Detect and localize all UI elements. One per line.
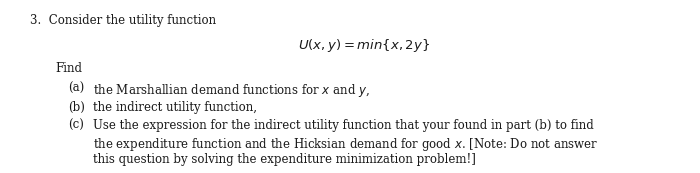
Text: the expenditure function and the Hicksian demand for good $x$. [Note: Do not ans: the expenditure function and the Hicksia… xyxy=(93,136,598,153)
Text: (c): (c) xyxy=(68,119,84,132)
Text: Find: Find xyxy=(55,62,82,75)
Text: (b): (b) xyxy=(68,101,85,114)
Text: $U(x, y) = min\{x, 2y\}$: $U(x, y) = min\{x, 2y\}$ xyxy=(298,37,430,54)
Text: this question by solving the expenditure minimization problem!]: this question by solving the expenditure… xyxy=(93,153,476,166)
Text: the Marshallian demand functions for $x$ and $y$,: the Marshallian demand functions for $x$… xyxy=(93,82,370,99)
Text: Use the expression for the indirect utility function that your found in part (b): Use the expression for the indirect util… xyxy=(93,119,594,132)
Text: the indirect utility function,: the indirect utility function, xyxy=(93,101,257,114)
Text: 3.  Consider the utility function: 3. Consider the utility function xyxy=(30,14,216,27)
Text: (a): (a) xyxy=(68,82,84,95)
